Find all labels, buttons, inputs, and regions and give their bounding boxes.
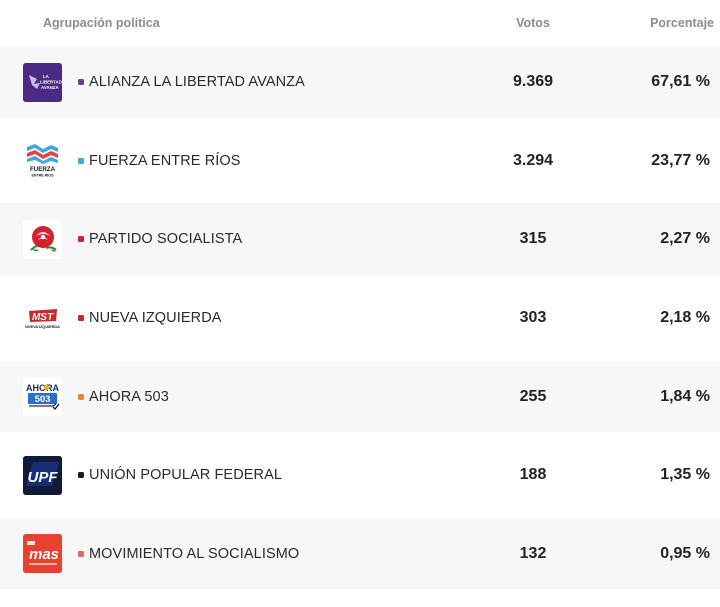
header-votes: Votos: [516, 16, 550, 30]
nueva-izquierda-logo-icon: MST NUEVA IZQUIERDA: [23, 298, 62, 338]
table-row[interactable]: MST NUEVA IZQUIERDA NUEVA IZQUIERDA 303 …: [0, 275, 720, 361]
percent-value: 0,95 %: [660, 544, 710, 562]
party-name: NUEVA IZQUIERDA: [78, 310, 222, 326]
party-name: FUERZA ENTRE RÍOS: [78, 153, 241, 169]
party-color-dot: [78, 393, 84, 400]
percent-value: 1,84 %: [660, 387, 710, 405]
results-table: Agrupación política Votos Porcentaje LA …: [0, 0, 720, 589]
party-name: AHORA 503: [78, 389, 169, 405]
party-label: ALIANZA LA LIBERTAD AVANZA: [89, 74, 305, 90]
header-party: Agrupación política: [43, 16, 160, 30]
percent-value: 2,27 %: [660, 230, 710, 247]
party-label: AHORA 503: [89, 388, 169, 405]
party-label: PARTIDO SOCIALISTA: [89, 231, 243, 247]
table-row[interactable]: FUERZA ENTRE RÍOS FUERZA ENTRE RÍOS 3.29…: [0, 118, 720, 203]
party-color-dot: [78, 236, 84, 242]
percent-value: 2,18 %: [660, 309, 710, 326]
logo-text: 503: [35, 394, 51, 405]
table-row[interactable]: UPF UNIÓN POPULAR FEDERAL 188 1,35 %: [0, 432, 720, 518]
logo-text: LIBERTAD: [40, 79, 62, 84]
party-color-dot: [78, 472, 84, 478]
party-label: MOVIMIENTO AL SOCIALISMO: [89, 545, 300, 562]
logo-text: FUERZA: [30, 166, 56, 173]
party-label: UNIÓN POPULAR FEDERAL: [89, 467, 283, 483]
party-name: UNIÓN POPULAR FEDERAL: [78, 467, 282, 483]
union-popular-federal-logo-icon: UPF: [23, 455, 62, 495]
table-row[interactable]: AHORA 503 AHORA 503 255 1,84 %: [0, 361, 720, 432]
logo-text: AVANZA: [41, 85, 59, 90]
logo-text: NUEVA IZQUIERDA: [25, 325, 60, 329]
logo-text: AHORA: [26, 383, 59, 393]
logo-text: mas: [29, 546, 59, 563]
header-percent: Porcentaje: [650, 16, 714, 30]
party-label: FUERZA ENTRE RÍOS: [89, 152, 241, 169]
votes-value: 9.369: [512, 73, 554, 90]
votes-value: 255: [519, 387, 547, 405]
votes-value: 3.294: [512, 151, 554, 169]
party-color-dot: [78, 157, 84, 164]
movimiento-al-socialismo-logo-icon: mas: [23, 534, 62, 573]
party-color-dot: [78, 315, 84, 321]
logo-text: MST: [32, 312, 54, 323]
fuerza-entre-rios-logo-icon: FUERZA ENTRE RÍOS: [23, 141, 62, 180]
votes-value: 132: [519, 544, 547, 562]
party-label: NUEVA IZQUIERDA: [89, 310, 222, 326]
percent-value: 23,77 %: [651, 151, 710, 169]
party-name: MOVIMIENTO AL SOCIALISMO: [78, 546, 299, 562]
party-color-dot: [78, 550, 84, 557]
votes-value: 188: [519, 466, 547, 483]
table-row[interactable]: mas MOVIMIENTO AL SOCIALISMO 132 0,95 %: [0, 518, 720, 589]
table-header: Agrupación política Votos Porcentaje: [0, 0, 720, 46]
percent-value: 67,61 %: [651, 73, 710, 90]
party-name: ALIANZA LA LIBERTAD AVANZA: [78, 74, 305, 90]
logo-text: ENTRE RÍOS: [32, 173, 55, 178]
ahora-503-logo-icon: AHORA 503: [23, 377, 62, 416]
table-row[interactable]: LA LIBERTAD AVANZA ALIANZA LA LIBERTAD A…: [0, 46, 720, 118]
votes-value: 303: [519, 309, 547, 326]
logo-text: LA: [43, 74, 50, 79]
party-color-dot: [78, 79, 84, 85]
table-row[interactable]: PARTIDO SOCIALISTA 315 2,27 %: [0, 203, 720, 275]
la-libertad-avanza-logo-icon: LA LIBERTAD AVANZA: [23, 62, 62, 102]
logo-text: UPF: [28, 469, 59, 486]
party-name: PARTIDO SOCIALISTA: [78, 231, 242, 247]
percent-value: 1,35 %: [660, 466, 710, 483]
votes-value: 315: [519, 230, 547, 247]
rose-icon: [23, 219, 62, 259]
